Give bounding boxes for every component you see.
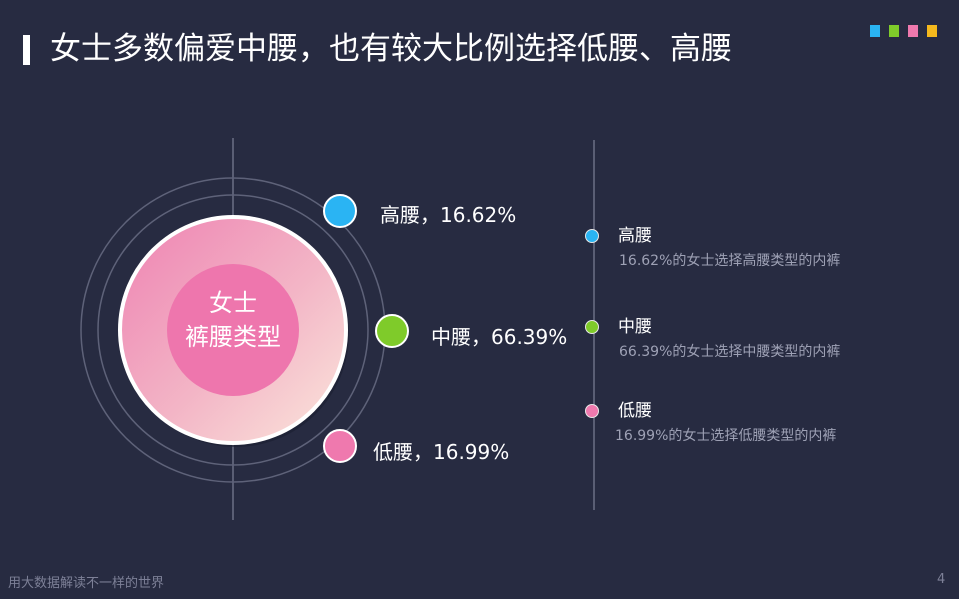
mid-waist-dot — [375, 314, 409, 348]
corner-square-pink — [908, 25, 918, 37]
center-label-line2: 裤腰类型 — [185, 323, 281, 351]
legend-dot-high — [585, 229, 599, 243]
center-label-line1: 女士 — [209, 289, 257, 317]
footer-slogan: 用大数据解读不一样的世界 — [8, 576, 165, 591]
corner-square-blue — [870, 25, 880, 37]
legend-dot-low — [585, 404, 599, 418]
page-number: 4 — [937, 572, 946, 587]
legend-title-low: 低腰 — [618, 401, 652, 421]
center-disc — [167, 264, 299, 396]
high-waist-label: 高腰，16.62% — [380, 203, 517, 227]
title-accent-bar — [23, 35, 30, 65]
legend-title-mid: 中腰 — [618, 317, 652, 337]
diagram-center-label: 女士 裤腰类型 — [168, 286, 298, 354]
low-waist-label: 低腰，16.99% — [373, 440, 510, 464]
slide-title: 女士多数偏爱中腰，也有较大比例选择低腰、高腰 — [50, 31, 732, 67]
corner-square-yellow — [927, 25, 937, 37]
legend-desc-mid: 66.39%的女士选择中腰类型的内裤 — [619, 344, 841, 360]
legend-desc-low: 16.99%的女士选择低腰类型的内裤 — [615, 428, 837, 444]
mid-waist-label: 中腰，66.39% — [431, 325, 568, 349]
middle-ring — [97, 194, 369, 466]
low-waist-dot — [323, 429, 357, 463]
legend-desc-high: 16.62%的女士选择高腰类型的内裤 — [619, 253, 841, 269]
legend-title-high: 高腰 — [618, 226, 652, 246]
high-waist-dot — [323, 194, 357, 228]
corner-square-green — [889, 25, 899, 37]
legend-dot-mid — [585, 320, 599, 334]
corner-squares — [870, 25, 940, 39]
